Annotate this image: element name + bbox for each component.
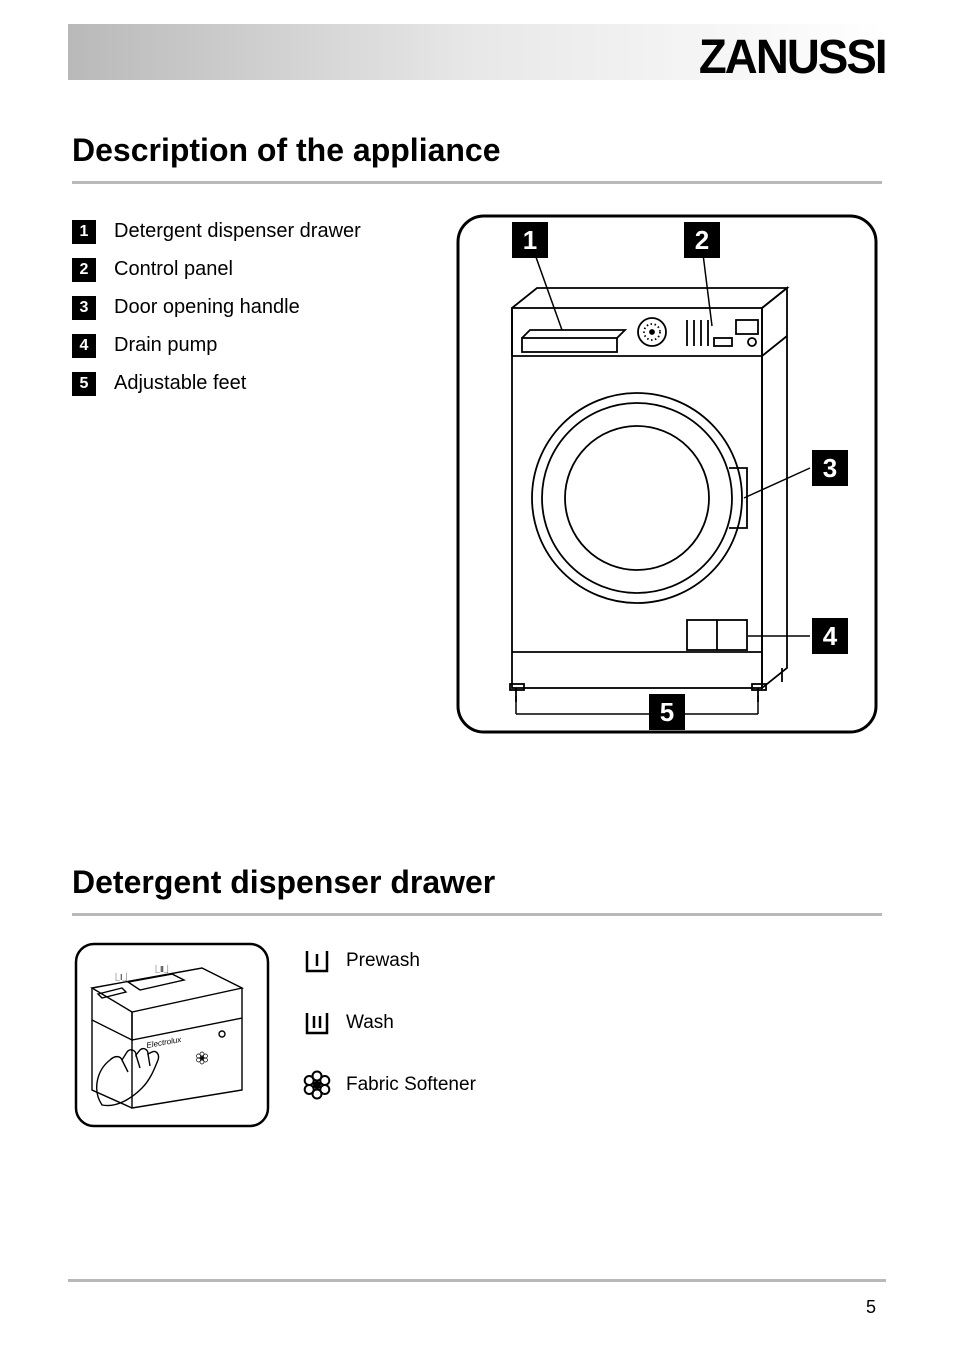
callout-4: 4 [823, 621, 838, 651]
brand-logo: ZANUSSI [699, 30, 886, 85]
callout-1: 1 [523, 225, 537, 255]
page-number: 5 [866, 1297, 876, 1318]
legend-num-box: 5 [72, 372, 96, 396]
legend-num-box: 2 [72, 258, 96, 282]
legend-num-box: 1 [72, 220, 96, 244]
section-detergent-drawer: Detergent dispenser drawer ⎿Ⅰ⏌ ⎿Ⅱ⏌ [72, 864, 882, 1130]
footer-rule [68, 1279, 886, 1282]
legend-label: Control panel [114, 258, 233, 281]
legend-row: 3 Door opening handle [72, 296, 432, 320]
detergent-label: Wash [346, 1012, 394, 1034]
svg-text:⎿Ⅱ⏌: ⎿Ⅱ⏌ [152, 964, 172, 974]
prewash-icon [302, 946, 332, 976]
detergent-label: Fabric Softener [346, 1074, 476, 1096]
legend-label: Detergent dispenser drawer [114, 220, 361, 243]
softener-icon [302, 1070, 332, 1100]
legend-label: Adjustable feet [114, 372, 246, 395]
legend-label: Door opening handle [114, 296, 300, 319]
section-appliance-description: Description of the appliance 1 Detergent… [72, 132, 882, 743]
section2-rule [72, 913, 882, 916]
legend-row: 2 Control panel [72, 258, 432, 282]
detergent-row-softener: Fabric Softener [302, 1070, 476, 1100]
callout-5: 5 [660, 697, 674, 727]
legend-row: 4 Drain pump [72, 334, 432, 358]
detergent-row-wash: Wash [302, 1008, 476, 1038]
wash-icon [302, 1008, 332, 1038]
legend-row: 1 Detergent dispenser drawer [72, 220, 432, 244]
legend-label: Drain pump [114, 334, 217, 357]
legend-list: 1 Detergent dispenser drawer 2 Control p… [72, 220, 432, 396]
svg-text:Electrolux: Electrolux [146, 1034, 183, 1049]
detergent-row-prewash: Prewash [302, 946, 476, 976]
drawer-diagram: ⎿Ⅰ⏌ ⎿Ⅱ⏌ Electrolux [72, 940, 272, 1130]
section2-title: Detergent dispenser drawer [72, 864, 882, 907]
section1-rule [72, 181, 882, 184]
detergent-label: Prewash [346, 950, 420, 972]
callout-2: 2 [695, 225, 709, 255]
svg-text:⎿Ⅰ⏌: ⎿Ⅰ⏌ [112, 972, 130, 982]
detergent-list: Prewash Wash [302, 940, 476, 1100]
legend-num-box: 4 [72, 334, 96, 358]
legend-num-box: 3 [72, 296, 96, 320]
section1-title: Description of the appliance [72, 132, 882, 175]
appliance-diagram: 1 2 3 4 5 [452, 208, 882, 738]
callout-3: 3 [823, 453, 837, 483]
legend-row: 5 Adjustable feet [72, 372, 432, 396]
